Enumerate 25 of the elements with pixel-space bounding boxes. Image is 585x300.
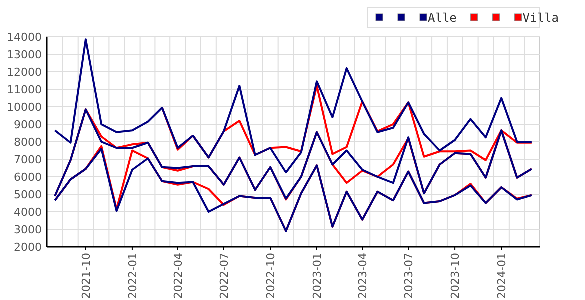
y-tick-label: 4000 xyxy=(14,206,42,219)
y-tick-label: 3000 xyxy=(14,223,42,236)
y-tick-label: 2000 xyxy=(14,240,42,254)
legend-label: Alle xyxy=(428,11,457,25)
legend-label: Villa xyxy=(522,11,559,25)
x-tick-label: 2022-07 xyxy=(218,253,231,299)
x-tick-label: 2022-10 xyxy=(264,253,278,299)
y-tick-label: 10000 xyxy=(7,100,42,114)
y-tick-label: 7000 xyxy=(14,153,42,166)
y-tick-label: 5000 xyxy=(14,188,42,202)
y-tick-label: 6000 xyxy=(14,170,42,184)
y-tick-label: 11000 xyxy=(7,83,42,96)
x-tick-label: 2024-01 xyxy=(495,253,508,299)
x-tick-label: 2022-01 xyxy=(126,253,140,299)
x-tick-label: 2023-07 xyxy=(402,253,416,299)
y-tick-label: 8000 xyxy=(14,136,42,149)
x-tick-label: 2021-10 xyxy=(80,253,93,299)
x-tick-label: 2022-04 xyxy=(172,253,185,299)
x-tick-label: 2023-01 xyxy=(310,253,324,299)
y-tick-label: 9000 xyxy=(14,118,42,132)
x-tick-label: 2023-10 xyxy=(448,253,462,299)
x-tick-label: 2023-04 xyxy=(356,253,370,299)
y-tick-label: 12000 xyxy=(7,66,42,79)
y-tick-label: 13000 xyxy=(7,48,42,62)
y-tick-label: 14000 xyxy=(7,30,42,44)
